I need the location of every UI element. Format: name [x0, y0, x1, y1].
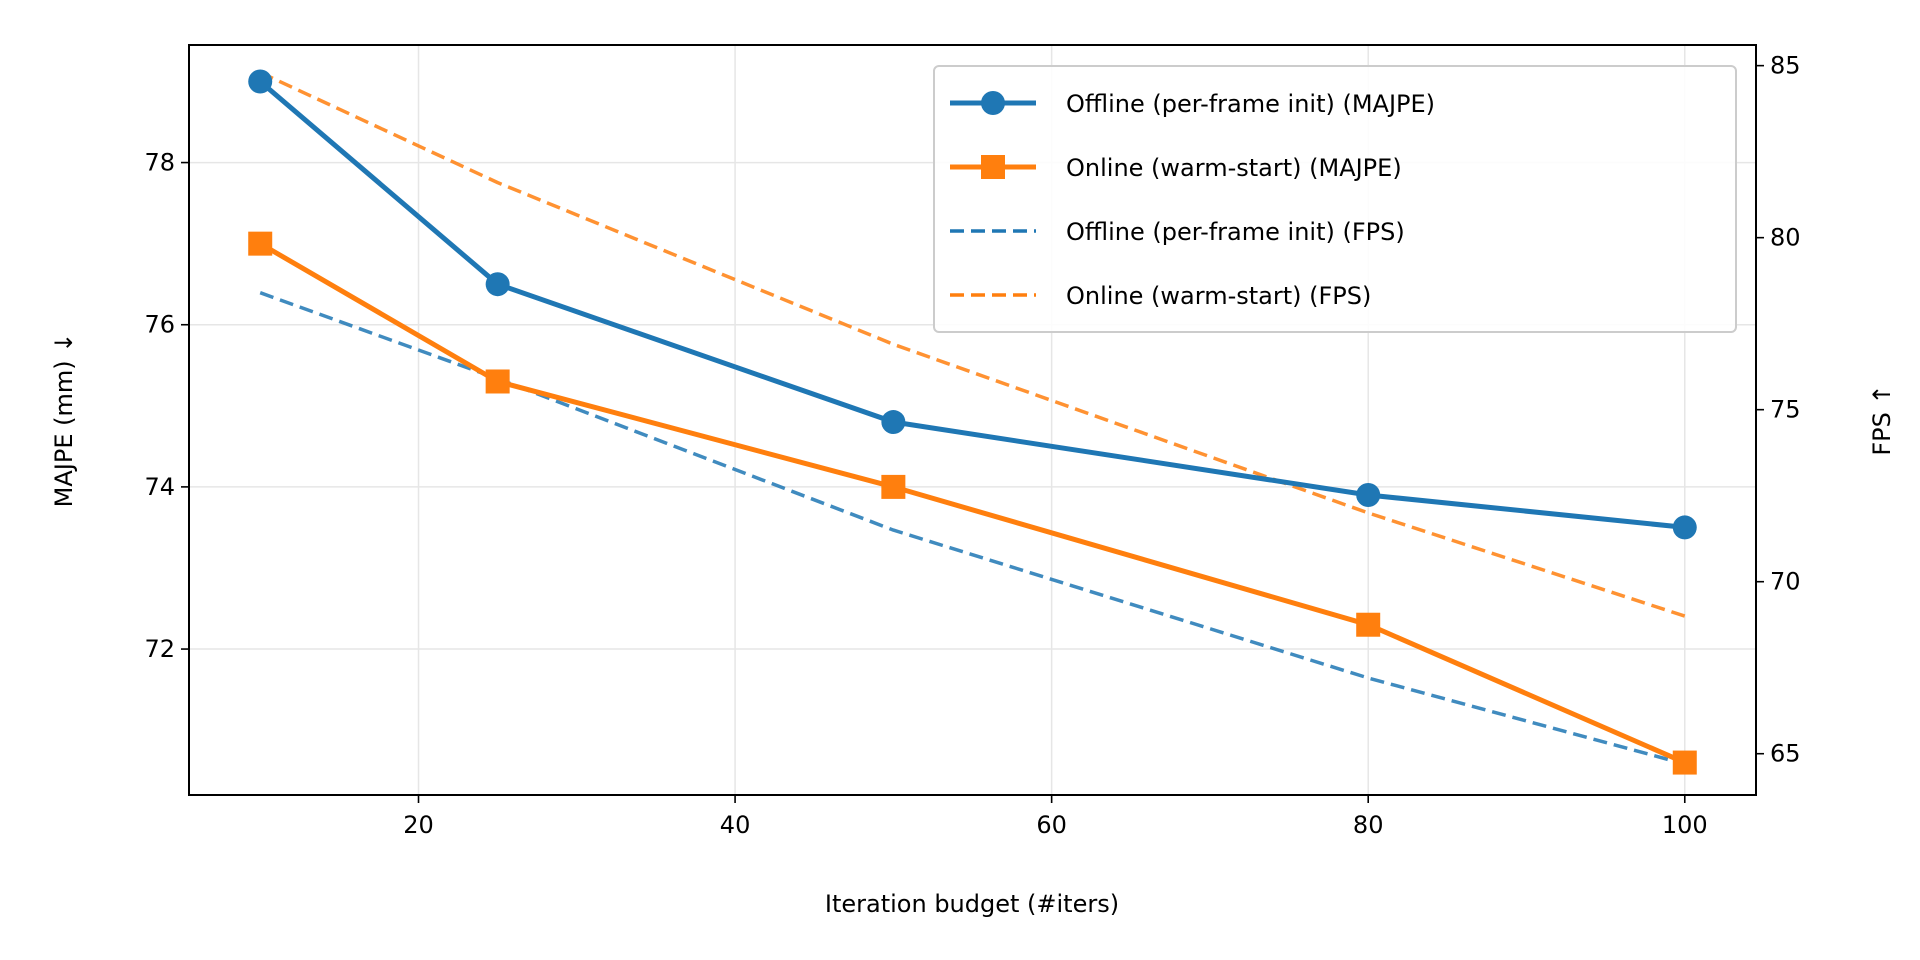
- data-point: [248, 231, 273, 256]
- left-y-tick-label: 74: [144, 473, 175, 501]
- series-2: [248, 231, 1697, 775]
- axes: 20 40 60 80 100 72 74 76 78 65 70 75 80 85: [144, 52, 1800, 839]
- legend-marker: [981, 91, 1005, 115]
- data-point: [248, 69, 273, 94]
- legend-entry: Online (warm-start) (FPS): [950, 282, 1371, 310]
- data-point: [485, 369, 510, 394]
- right-y-tick-label: 65: [1770, 740, 1801, 768]
- x-tick-label: 40: [720, 811, 751, 839]
- right-y-tick-label: 70: [1770, 568, 1801, 596]
- legend-label: Offline (per-frame init) (MAJPE): [1066, 90, 1435, 118]
- legend-label: Offline (per-frame init) (FPS): [1066, 218, 1405, 246]
- legend-label: Online (warm-start) (MAJPE): [1066, 154, 1402, 182]
- left-y-tick-label: 76: [144, 311, 175, 339]
- series-3: [259, 291, 1686, 766]
- right-y-tick-label: 75: [1770, 396, 1801, 424]
- x-tick-label: 80: [1353, 811, 1384, 839]
- left-y-tick-label: 72: [144, 635, 175, 663]
- data-point: [1356, 612, 1381, 637]
- x-tick-label: 20: [403, 811, 434, 839]
- series-4: [259, 70, 1686, 618]
- x-tick-label: 60: [1036, 811, 1067, 839]
- x-axis-title: Iteration budget (#iters): [825, 890, 1119, 918]
- series-1: [248, 69, 1697, 540]
- plot-frame: [188, 44, 1757, 796]
- legend-marker: [981, 155, 1005, 179]
- data-point: [1356, 483, 1381, 507]
- series-line: [259, 70, 1686, 618]
- legend: Offline (per-frame init) (MAJPE) Online (…: [933, 65, 1737, 333]
- data-point: [1672, 515, 1697, 540]
- left-y-tick-label: 78: [144, 149, 175, 177]
- data-point: [881, 410, 906, 435]
- right-y-tick-label: 80: [1770, 224, 1801, 252]
- data-point: [1672, 750, 1697, 775]
- data-point: [485, 272, 510, 297]
- legend-entry: Online (warm-start) (MAJPE): [950, 154, 1402, 182]
- x-tick-label: 100: [1662, 811, 1708, 839]
- legend-entry: Offline (per-frame init) (FPS): [950, 218, 1405, 246]
- legend-box: [933, 65, 1737, 333]
- series-layer: [248, 69, 1697, 775]
- legend-entry: Offline (per-frame init) (MAJPE): [950, 90, 1435, 118]
- legend-label: Online (warm-start) (FPS): [1066, 282, 1371, 310]
- right-y-tick-label: 85: [1770, 52, 1801, 80]
- right-y-axis-title: FPS ↑: [1868, 384, 1896, 455]
- data-point: [881, 474, 906, 499]
- left-y-axis-title: MAJPE (mm) ↓: [50, 333, 78, 508]
- series-line: [259, 291, 1686, 766]
